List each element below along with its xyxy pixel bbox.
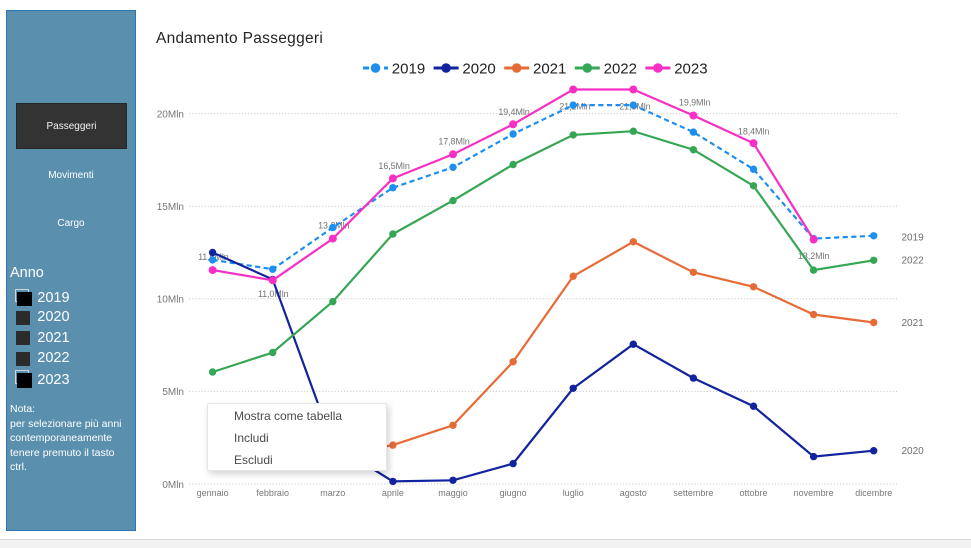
svg-text:2022: 2022 [902, 255, 925, 266]
svg-text:0Mln: 0Mln [162, 480, 184, 491]
svg-text:16,5Mln: 16,5Mln [378, 161, 409, 171]
svg-text:dicembre: dicembre [855, 488, 892, 498]
svg-text:maggio: maggio [438, 488, 468, 498]
svg-text:18,4Mln: 18,4Mln [738, 127, 769, 137]
svg-text:2023: 2023 [674, 60, 707, 77]
svg-text:2021: 2021 [902, 318, 925, 329]
svg-text:19,9Mln: 19,9Mln [679, 98, 710, 108]
svg-text:10Mln: 10Mln [157, 295, 184, 306]
svg-text:gennaio: gennaio [197, 488, 229, 498]
svg-text:5Mln: 5Mln [162, 387, 184, 398]
svg-text:aprile: aprile [382, 488, 404, 498]
svg-text:marzo: marzo [320, 488, 345, 498]
svg-text:2019: 2019 [392, 60, 425, 77]
svg-text:2021: 2021 [533, 60, 566, 77]
svg-text:giugno: giugno [500, 488, 527, 498]
svg-text:2020: 2020 [462, 60, 495, 77]
svg-text:2020: 2020 [902, 446, 925, 457]
svg-text:20Mln: 20Mln [157, 109, 184, 120]
svg-text:19,4Mln: 19,4Mln [498, 107, 529, 117]
svg-text:novembre: novembre [794, 488, 834, 498]
svg-text:15Mln: 15Mln [157, 202, 184, 213]
svg-text:17,8Mln: 17,8Mln [438, 136, 469, 146]
svg-text:2019: 2019 [902, 233, 925, 244]
svg-text:agosto: agosto [620, 488, 647, 498]
svg-text:settembre: settembre [673, 488, 713, 498]
svg-text:2022: 2022 [604, 60, 637, 77]
svg-text:febbraio: febbraio [256, 488, 289, 498]
svg-text:luglio: luglio [563, 488, 584, 498]
svg-text:13,2Mln: 13,2Mln [798, 251, 829, 261]
svg-text:11,0Mln: 11,0Mln [258, 289, 289, 299]
svg-text:ottobre: ottobre [739, 488, 767, 498]
